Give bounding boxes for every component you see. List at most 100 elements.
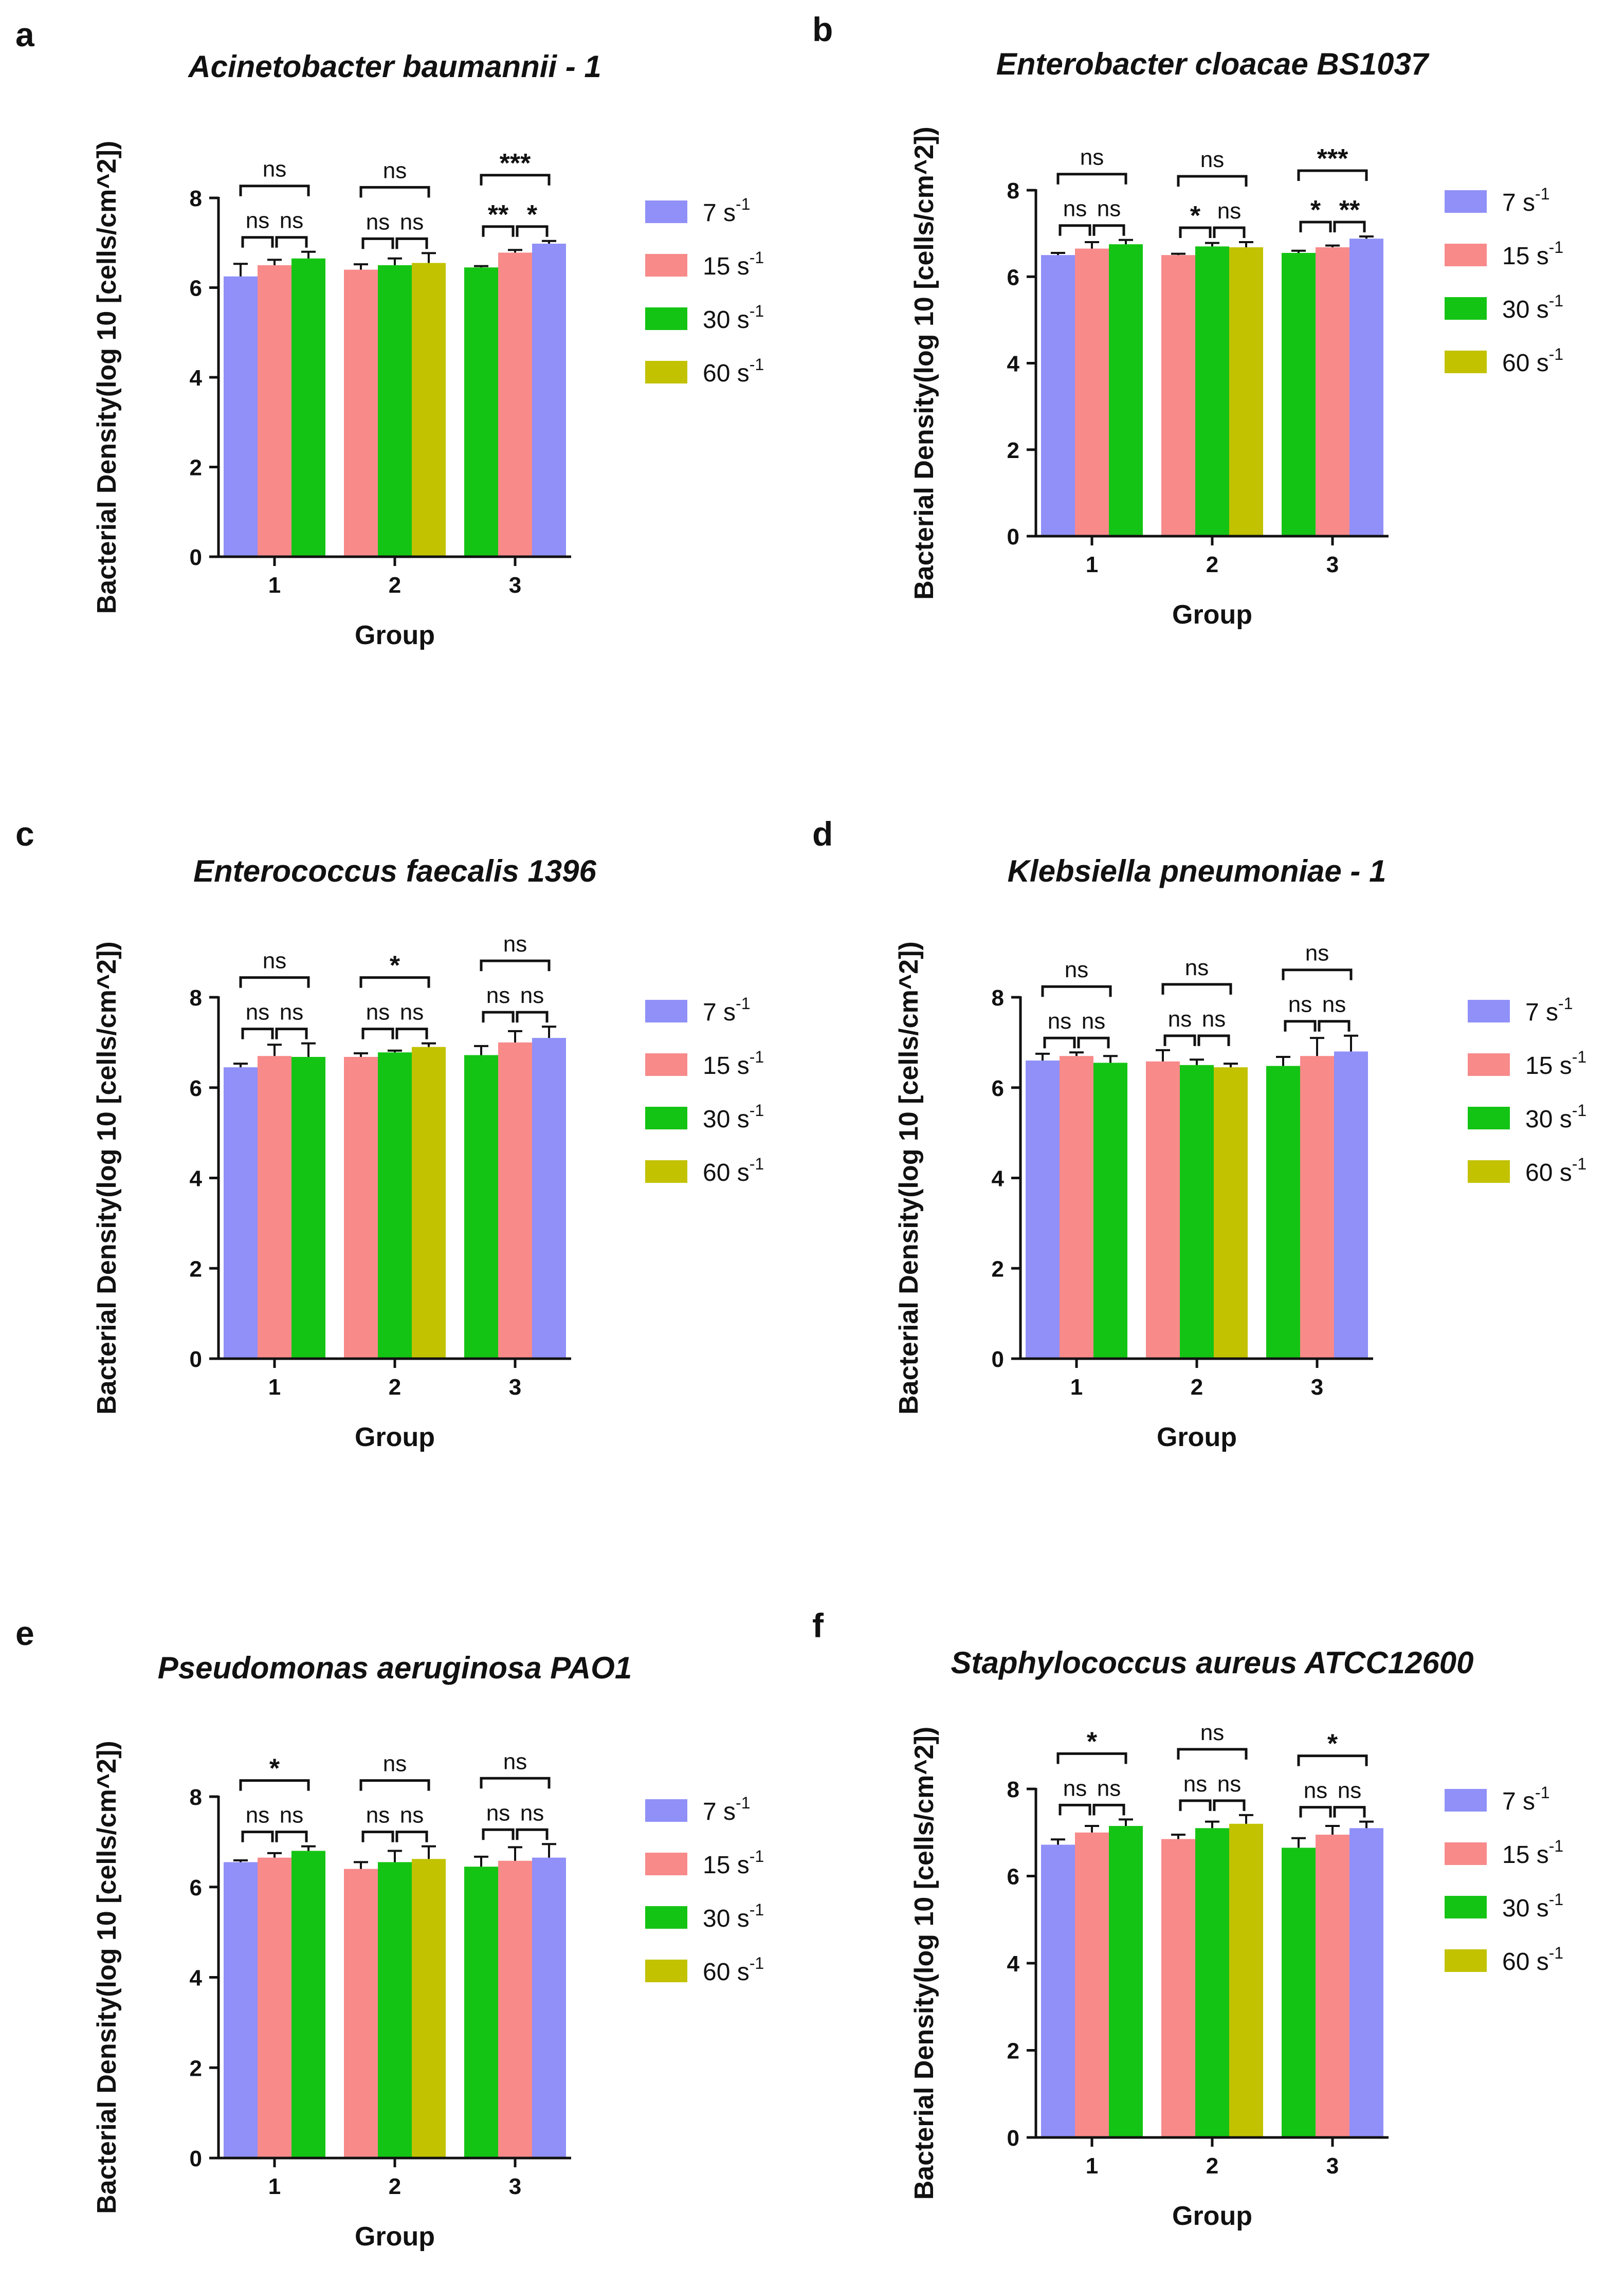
y-tick-label: 2 bbox=[190, 455, 202, 481]
significance-label: ** bbox=[1339, 195, 1360, 225]
bar bbox=[344, 1056, 378, 1359]
x-axis-label: Group bbox=[1157, 1422, 1237, 1452]
legend-label-superscript: -1 bbox=[736, 1794, 750, 1812]
significance-bracket bbox=[395, 1831, 428, 1842]
legend-swatch bbox=[1468, 1107, 1510, 1129]
legend-swatch bbox=[645, 361, 687, 383]
bar bbox=[378, 1862, 412, 2158]
legend-swatch bbox=[1468, 1000, 1510, 1022]
bar bbox=[498, 1860, 532, 2158]
significance-bracket bbox=[1213, 226, 1246, 238]
legend-swatch bbox=[645, 1053, 687, 1076]
legend-label: 60 s-1 bbox=[1525, 1155, 1586, 1186]
legend-label-text: 30 s bbox=[1525, 1106, 1572, 1133]
significance-label: ns bbox=[486, 983, 510, 1008]
chart-title: Staphylococcus aureus ATCC12600 bbox=[951, 1646, 1473, 1680]
bar bbox=[464, 1055, 498, 1359]
legend-swatch bbox=[645, 254, 687, 277]
significance-bracket bbox=[241, 1831, 274, 1842]
significance-label: * bbox=[390, 951, 400, 981]
x-tick-label: 1 bbox=[268, 573, 281, 598]
bar bbox=[532, 1038, 566, 1359]
significance-label: ns bbox=[1288, 992, 1312, 1017]
y-tick-label: 4 bbox=[190, 365, 203, 391]
bar bbox=[1229, 1823, 1263, 2137]
significance-bracket bbox=[1179, 226, 1212, 238]
y-tick-label: 8 bbox=[992, 985, 1004, 1011]
bar bbox=[1041, 255, 1075, 536]
significance-label: ns bbox=[1097, 1776, 1121, 1801]
legend-label: 30 s-1 bbox=[703, 1900, 764, 1932]
bar bbox=[1109, 1826, 1143, 2137]
legend-label-text: 7 s bbox=[703, 999, 736, 1026]
x-tick-label: 1 bbox=[268, 1375, 281, 1400]
y-tick-label: 6 bbox=[190, 1875, 202, 1900]
legend-swatch bbox=[645, 1160, 687, 1183]
y-tick-label: 0 bbox=[190, 545, 202, 570]
x-tick-label: 1 bbox=[1086, 552, 1098, 577]
significance-label: ns bbox=[1065, 957, 1088, 982]
significance-label: ns bbox=[366, 1000, 390, 1025]
legend-label: 60 s-1 bbox=[1502, 345, 1563, 377]
significance-label: ns bbox=[1168, 1007, 1192, 1032]
legend-label-superscript: -1 bbox=[1572, 1155, 1586, 1173]
bar bbox=[1282, 1848, 1316, 2137]
y-tick-label: 4 bbox=[1007, 352, 1020, 377]
bar bbox=[1195, 246, 1229, 536]
legend-label-text: 7 s bbox=[1502, 1788, 1535, 1815]
y-tick-label: 6 bbox=[190, 276, 202, 301]
significance-label: ns bbox=[400, 1000, 424, 1025]
legend-label: 15 s-1 bbox=[1502, 238, 1563, 270]
significance-label: ns bbox=[1080, 145, 1104, 170]
legend-label: 30 s-1 bbox=[703, 1101, 764, 1133]
significance-bracket bbox=[241, 1028, 274, 1039]
legend-label-superscript: -1 bbox=[736, 994, 750, 1013]
y-tick-label: 2 bbox=[190, 2056, 202, 2081]
significance-label: ns bbox=[280, 208, 303, 233]
bar bbox=[1300, 1056, 1334, 1359]
legend-label: 7 s-1 bbox=[703, 1794, 750, 1825]
bar bbox=[1075, 1832, 1109, 2137]
legend-swatch bbox=[645, 1960, 687, 1982]
significance-bracket bbox=[482, 225, 515, 237]
legend-label: 7 s-1 bbox=[1502, 185, 1549, 216]
legend-label-superscript: -1 bbox=[1549, 1837, 1563, 1855]
chart-title: Acinetobacter baumannii - 1 bbox=[187, 49, 601, 84]
significance-label: ns bbox=[1063, 196, 1087, 222]
significance-bracket bbox=[1059, 1803, 1091, 1816]
y-tick-label: 2 bbox=[1007, 2039, 1019, 2064]
significance-label: ns bbox=[1304, 1778, 1327, 1803]
legend-swatch bbox=[645, 307, 687, 330]
bar bbox=[1316, 1834, 1349, 2137]
significance-bracket bbox=[1056, 173, 1127, 185]
legend-swatch bbox=[1445, 1842, 1487, 1865]
y-axis-label: Bacterial Density(log 10 [cells/cm^2]) bbox=[92, 941, 122, 1415]
x-axis-label: Group bbox=[1172, 600, 1252, 630]
legend-label-text: 60 s bbox=[703, 1159, 750, 1186]
significance-bracket bbox=[1213, 1799, 1246, 1811]
significance-bracket bbox=[275, 1028, 308, 1039]
bar bbox=[224, 1862, 258, 2158]
significance-bracket bbox=[239, 185, 310, 196]
significance-bracket bbox=[480, 1777, 551, 1789]
legend-label-superscript: -1 bbox=[750, 248, 764, 267]
y-tick-label: 0 bbox=[1007, 524, 1019, 550]
chart-title: Pseudomonas aeruginosa PAO1 bbox=[158, 1651, 632, 1685]
significance-bracket bbox=[275, 1831, 308, 1842]
y-tick-label: 8 bbox=[190, 985, 202, 1011]
significance-label: ns bbox=[1082, 1009, 1105, 1034]
legend-label-text: 60 s bbox=[1525, 1159, 1572, 1186]
legend-label-text: 15 s bbox=[1502, 1841, 1549, 1869]
significance-label: ns bbox=[1305, 941, 1329, 966]
significance-bracket bbox=[1297, 1754, 1368, 1766]
significance-label: *** bbox=[500, 149, 531, 178]
significance-label: * bbox=[1190, 201, 1201, 231]
legend-label: 7 s-1 bbox=[703, 994, 750, 1026]
significance-label: ns bbox=[1097, 196, 1121, 222]
y-tick-label: 4 bbox=[992, 1166, 1005, 1192]
significance-label: ns bbox=[1063, 1776, 1087, 1801]
x-tick-label: 3 bbox=[1326, 2153, 1339, 2179]
legend-label-text: 7 s bbox=[703, 1798, 736, 1825]
